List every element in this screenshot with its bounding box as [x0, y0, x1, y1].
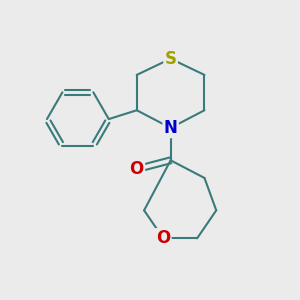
Text: O: O	[130, 160, 144, 178]
Text: O: O	[156, 229, 170, 247]
Text: N: N	[164, 119, 178, 137]
Text: S: S	[165, 50, 177, 68]
